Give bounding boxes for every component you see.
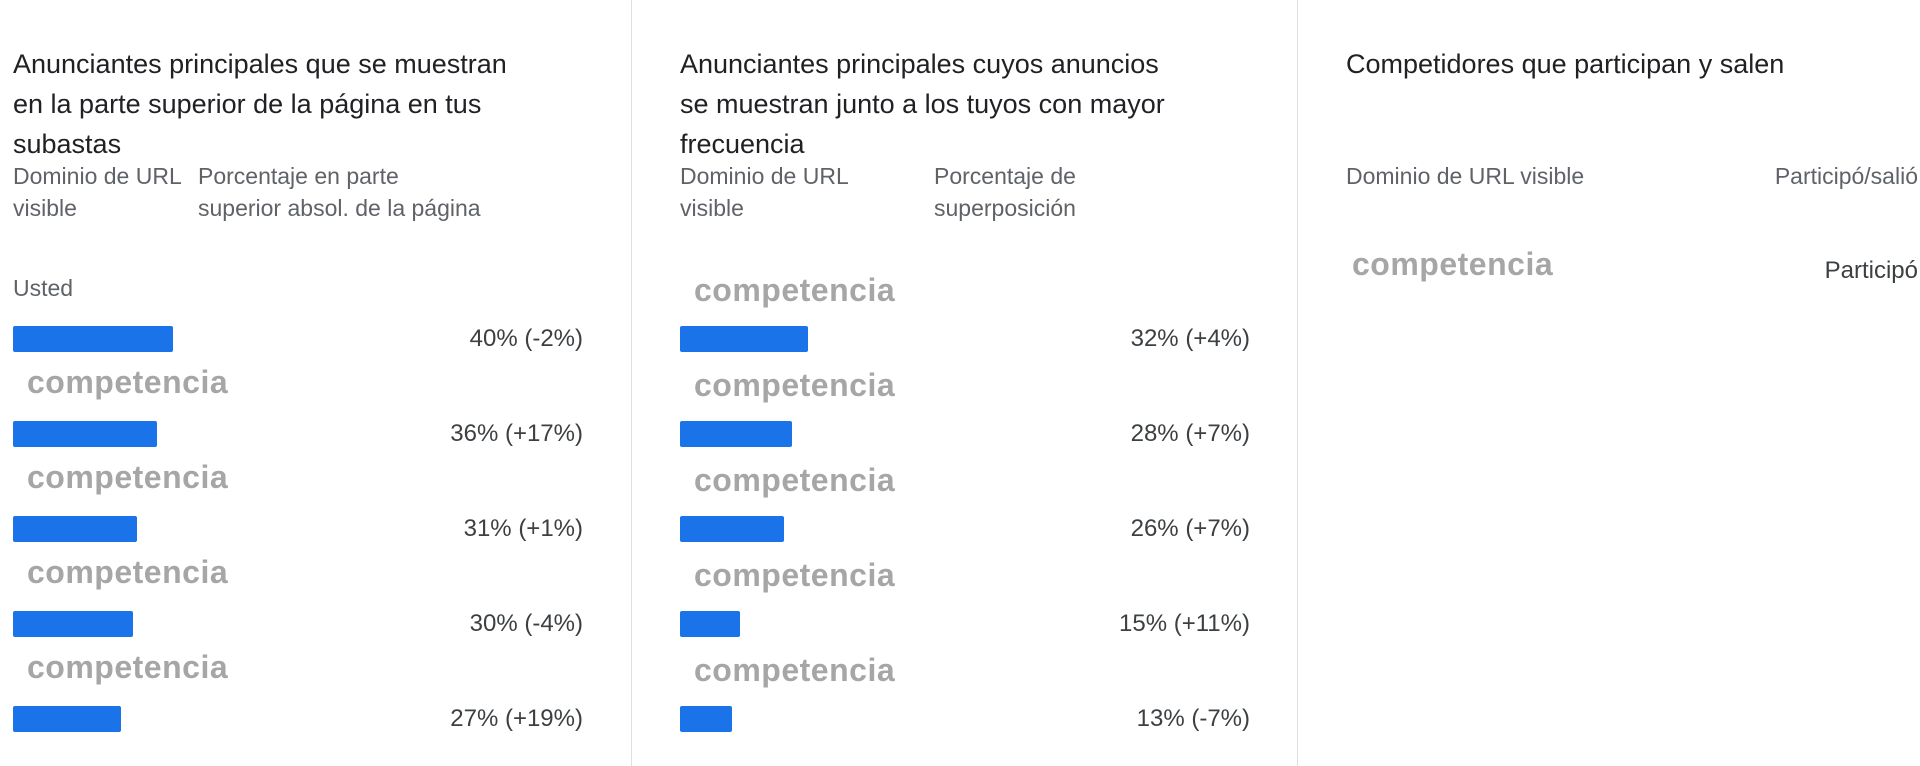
competitor-domain: competencia xyxy=(694,272,896,308)
title-line: subastas xyxy=(13,129,122,159)
value-label: 32% (+4%) xyxy=(1130,325,1250,352)
overlap-panel: Anunciantes principales cuyos anuncios s… xyxy=(680,0,1250,766)
status-value: Participó xyxy=(1824,257,1918,284)
header-line: superior absol. de la página xyxy=(198,195,481,221)
header-line: visible xyxy=(13,195,77,221)
header-line: Porcentaje de xyxy=(934,163,1076,189)
value-bar xyxy=(13,706,121,732)
value-label: 31% (+1%) xyxy=(463,515,583,542)
title-line: Anunciantes principales cuyos anuncios xyxy=(680,49,1159,79)
competitor-domain: competencia xyxy=(27,364,229,400)
panel-title: Anunciantes principales que se muestran … xyxy=(13,44,507,164)
value-bar xyxy=(680,326,808,352)
competitor-domain: competencia xyxy=(27,554,229,590)
header-line: Dominio de URL xyxy=(13,163,182,189)
title-line: Anunciantes principales que se muestran xyxy=(13,49,507,79)
panel-divider xyxy=(1297,0,1298,766)
you-label: Usted xyxy=(13,275,74,301)
panel-title: Competidores que participan y salen xyxy=(1346,49,1785,79)
header-line: Porcentaje en parte xyxy=(198,163,399,189)
title-line: frecuencia xyxy=(680,129,805,159)
competitor-domain: competencia xyxy=(694,557,896,593)
competitor-domain: competencia xyxy=(694,462,896,498)
value-bar xyxy=(680,611,740,637)
panel-title: Anunciantes principales cuyos anuncios s… xyxy=(680,44,1165,164)
header-line: Dominio de URL xyxy=(680,163,849,189)
competitor-domain: competencia xyxy=(694,367,896,403)
title-line: en la parte superior de la página en tus xyxy=(13,89,482,119)
competitor-domain: competencia xyxy=(27,459,229,495)
value-label: 28% (+7%) xyxy=(1130,420,1250,447)
value-label: 36% (+17%) xyxy=(450,420,583,447)
competitor-domain: competencia xyxy=(694,652,896,688)
value-bar xyxy=(13,421,157,447)
entering-exiting-panel: Competidores que participan y salen Domi… xyxy=(1346,0,1918,766)
value-label: 30% (-4%) xyxy=(469,610,583,637)
value-label: 26% (+7%) xyxy=(1130,515,1250,542)
column-header-status[interactable]: Participó/salió xyxy=(1774,163,1918,189)
panel-divider xyxy=(631,0,632,766)
value-label: 40% (-2%) xyxy=(469,325,583,352)
value-label: 15% (+11%) xyxy=(1119,610,1250,637)
column-header-top-rate[interactable]: Porcentaje en parte superior absol. de l… xyxy=(198,160,481,224)
column-header-domain[interactable]: Dominio de URL visible xyxy=(680,160,849,224)
header-line: visible xyxy=(680,195,744,221)
value-label: 13% (-7%) xyxy=(1136,705,1250,732)
competitor-domain: competencia xyxy=(1352,246,1554,282)
header-line: superposición xyxy=(934,195,1076,221)
value-bar xyxy=(13,611,133,637)
value-bar xyxy=(680,706,732,732)
value-bar xyxy=(13,516,137,542)
competitor-domain: competencia xyxy=(27,649,229,685)
title-line: se muestran junto a los tuyos con mayor xyxy=(680,89,1165,119)
value-bar xyxy=(680,516,784,542)
value-bar xyxy=(680,421,792,447)
value-bar xyxy=(13,326,173,352)
column-header-domain[interactable]: Dominio de URL visible xyxy=(13,160,182,224)
column-header-overlap[interactable]: Porcentaje de superposición xyxy=(934,160,1076,224)
column-header-domain[interactable]: Dominio de URL visible xyxy=(1346,163,1585,189)
value-label: 27% (+19%) xyxy=(450,705,583,732)
top-of-page-panel: Anunciantes principales que se muestran … xyxy=(13,0,583,766)
